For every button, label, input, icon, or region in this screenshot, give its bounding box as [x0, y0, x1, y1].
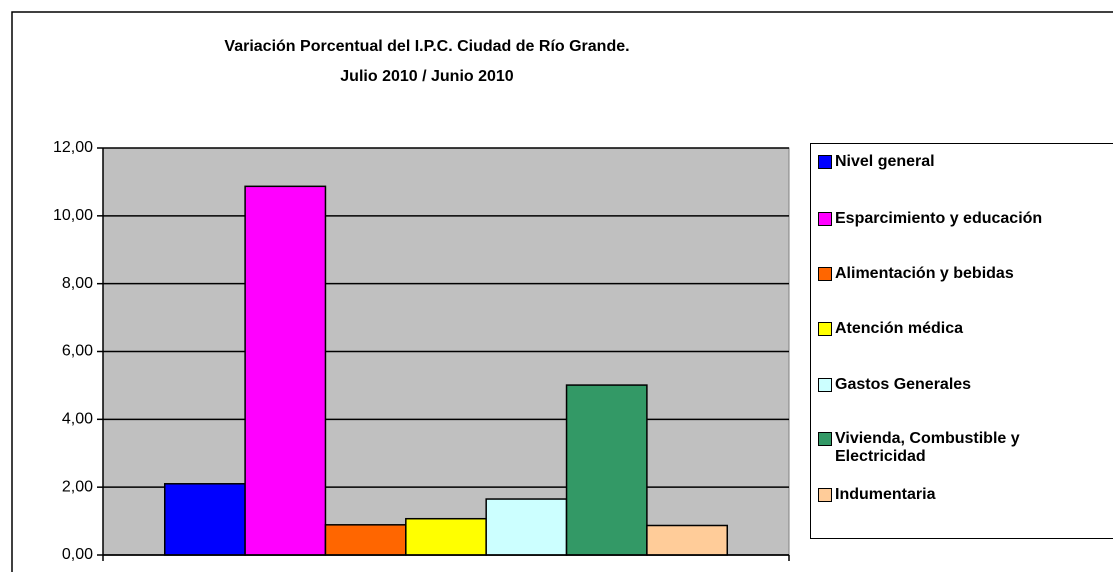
legend-swatch — [818, 212, 832, 226]
legend-item: Gastos Generales — [818, 376, 1103, 394]
legend-item: Nivel general — [818, 153, 1103, 171]
y-tick-label: 10,00 — [53, 207, 93, 224]
legend-item: Indumentaria — [818, 486, 1103, 504]
legend-label: Indumentaria — [835, 486, 936, 503]
legend-swatch — [818, 432, 832, 446]
legend-label: Atención médica — [835, 320, 964, 337]
y-tick-label: 0,00 — [62, 546, 93, 563]
y-tick-label: 2,00 — [62, 478, 93, 495]
bar — [324, 524, 407, 556]
legend-item: Atención médica — [818, 320, 1103, 338]
legend-label: Alimentación y bebidas — [835, 265, 1014, 282]
y-tick-label: 8,00 — [62, 275, 93, 292]
legend-item: Vivienda, Combustible y Electricidad — [818, 430, 1103, 466]
chart-subtitle: Julio 2010 / Junio 2010 — [340, 68, 514, 85]
chart-title: Variación Porcentual del I.P.C. Ciudad d… — [224, 38, 629, 55]
legend-label: Gastos Generales — [835, 376, 972, 393]
y-tick-label: 4,00 — [62, 411, 93, 428]
legend-label: Vivienda, Combustible y Electricidad — [835, 430, 1020, 465]
legend-swatch — [818, 267, 832, 281]
bar — [565, 384, 648, 556]
legend-item: Alimentación y bebidas — [818, 265, 1103, 283]
bar — [405, 517, 487, 556]
legend: Nivel general Esparcimiento y educación Al… — [810, 143, 1113, 539]
y-tick-label: 6,00 — [62, 343, 93, 360]
bar — [163, 483, 246, 556]
y-tick-label: 12,00 — [53, 139, 93, 156]
legend-label: Nivel general — [835, 153, 935, 170]
legend-label: Esparcimiento y educación — [835, 210, 1043, 227]
bar — [646, 524, 729, 556]
legend-swatch — [818, 155, 832, 169]
legend-swatch — [818, 322, 832, 336]
bar — [244, 185, 327, 556]
legend-swatch — [818, 488, 832, 502]
legend-item: Esparcimiento y educación — [818, 210, 1103, 228]
legend-swatch — [818, 378, 832, 392]
bar — [485, 498, 568, 556]
